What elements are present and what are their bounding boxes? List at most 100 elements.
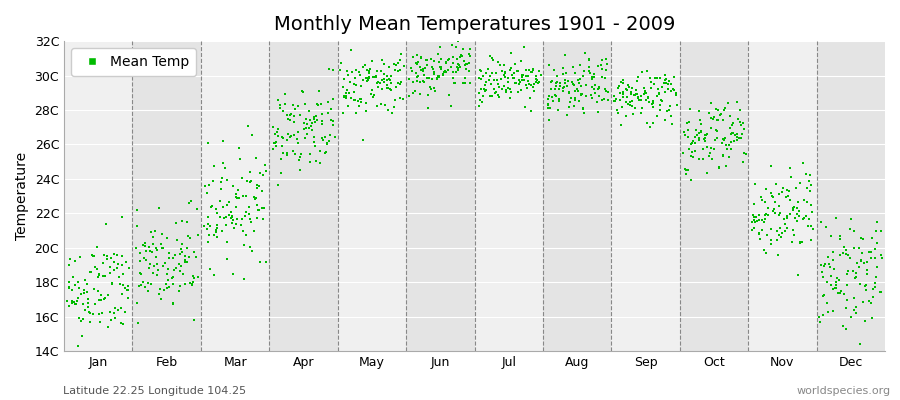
Point bbox=[789, 211, 804, 217]
Point bbox=[866, 286, 880, 292]
Point bbox=[704, 145, 718, 152]
Point bbox=[360, 67, 374, 74]
Point bbox=[568, 88, 582, 95]
Point bbox=[474, 76, 489, 82]
Point bbox=[380, 76, 394, 83]
Point bbox=[375, 76, 390, 83]
Point bbox=[702, 109, 716, 116]
Point bbox=[775, 229, 789, 236]
Point bbox=[669, 92, 683, 98]
Point bbox=[860, 267, 874, 274]
Point bbox=[62, 256, 77, 262]
Point bbox=[723, 112, 737, 119]
Point bbox=[287, 113, 302, 120]
Point bbox=[647, 81, 662, 88]
Point bbox=[568, 97, 582, 104]
Point bbox=[304, 122, 319, 129]
Point bbox=[106, 266, 121, 273]
Point bbox=[684, 141, 698, 147]
Point bbox=[142, 261, 157, 267]
Bar bbox=[201, 41, 269, 351]
Point bbox=[573, 76, 588, 82]
Point bbox=[413, 64, 428, 70]
Point bbox=[473, 86, 488, 92]
Point bbox=[267, 131, 282, 138]
Point bbox=[183, 280, 197, 286]
Point bbox=[463, 80, 477, 86]
Point bbox=[837, 290, 851, 297]
Point bbox=[226, 217, 240, 223]
Point bbox=[725, 122, 740, 128]
Point bbox=[573, 91, 588, 97]
Point bbox=[752, 217, 766, 224]
Point bbox=[688, 127, 703, 133]
Point bbox=[526, 84, 540, 90]
Point bbox=[178, 253, 193, 260]
Point bbox=[484, 81, 499, 88]
Point bbox=[160, 284, 175, 291]
Point bbox=[339, 92, 354, 99]
Point bbox=[805, 223, 819, 230]
Point bbox=[453, 64, 467, 70]
Point bbox=[829, 279, 843, 286]
Point bbox=[830, 274, 844, 281]
Point bbox=[210, 222, 224, 228]
Point bbox=[562, 99, 577, 105]
Point bbox=[404, 68, 419, 74]
Point bbox=[393, 80, 408, 87]
Point bbox=[788, 185, 803, 191]
Point bbox=[644, 79, 658, 85]
Point bbox=[634, 93, 648, 100]
Point bbox=[108, 305, 122, 311]
Point bbox=[438, 59, 453, 66]
Point bbox=[223, 215, 238, 221]
Point bbox=[760, 212, 775, 218]
Point bbox=[440, 57, 454, 63]
Point bbox=[616, 94, 630, 100]
Point bbox=[275, 134, 290, 141]
Point bbox=[697, 156, 711, 162]
Point bbox=[707, 137, 722, 144]
Point bbox=[216, 215, 230, 222]
Point bbox=[628, 105, 643, 111]
Point bbox=[786, 227, 800, 234]
Point bbox=[683, 176, 698, 183]
Point bbox=[524, 82, 538, 88]
Point bbox=[706, 114, 721, 120]
Point bbox=[314, 121, 328, 127]
Point bbox=[214, 178, 229, 185]
Point bbox=[274, 170, 288, 176]
Point bbox=[136, 279, 150, 285]
Point bbox=[178, 256, 193, 263]
Point bbox=[499, 89, 513, 96]
Point bbox=[459, 66, 473, 72]
Point bbox=[65, 298, 79, 304]
Point bbox=[662, 106, 677, 113]
Point bbox=[463, 46, 477, 52]
Point bbox=[414, 54, 428, 60]
Point bbox=[114, 262, 129, 268]
Point bbox=[305, 127, 320, 133]
Point bbox=[652, 106, 667, 113]
Point bbox=[711, 117, 725, 123]
Point bbox=[347, 89, 362, 96]
Point bbox=[76, 287, 91, 294]
Point bbox=[541, 100, 555, 107]
Point bbox=[120, 287, 134, 294]
Point bbox=[242, 244, 256, 250]
Point bbox=[548, 93, 562, 99]
Legend: Mean Temp: Mean Temp bbox=[71, 48, 196, 76]
Point bbox=[186, 272, 201, 279]
Point bbox=[804, 237, 818, 243]
Point bbox=[511, 81, 526, 87]
Point bbox=[738, 151, 752, 158]
Point bbox=[447, 80, 462, 86]
Point bbox=[544, 78, 558, 85]
Point bbox=[706, 115, 720, 122]
Point bbox=[658, 76, 672, 83]
Point bbox=[804, 182, 818, 189]
Point bbox=[556, 88, 571, 94]
Point bbox=[240, 178, 255, 184]
Point bbox=[816, 312, 831, 318]
Point bbox=[709, 127, 724, 134]
